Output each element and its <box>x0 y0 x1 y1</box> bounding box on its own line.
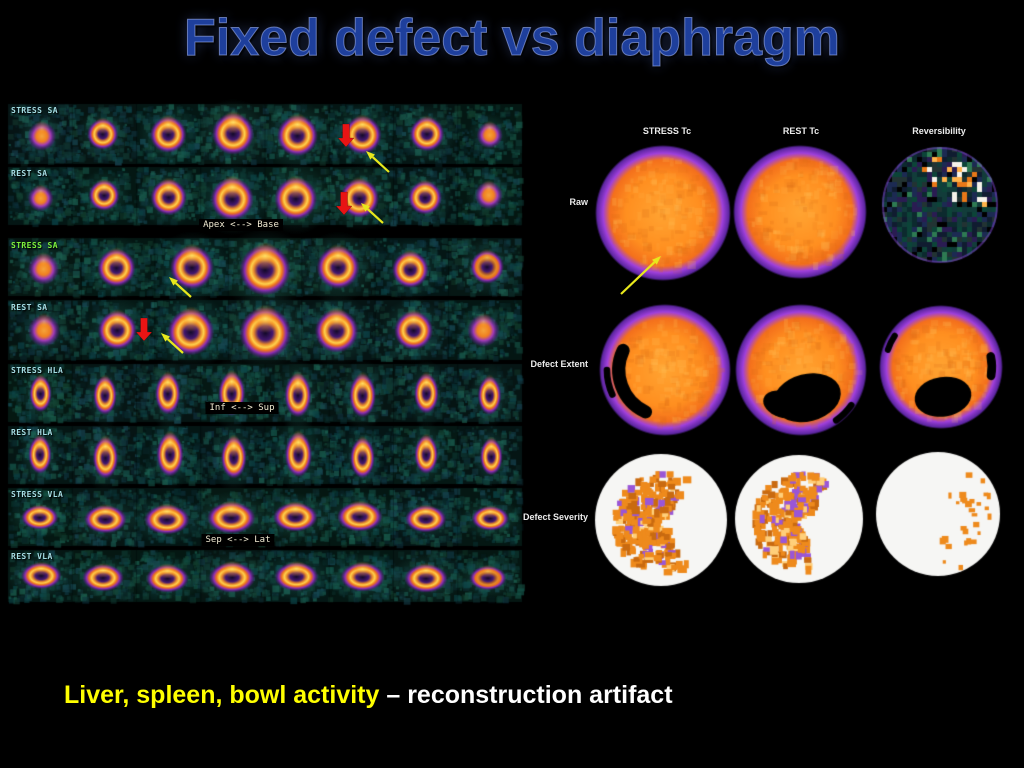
row-label-rest-sa-2: REST SA <box>11 303 48 312</box>
axis-label-apex-base: Apex <--> Base <box>199 219 283 231</box>
column-header-stress-tc: STRESS Tc <box>642 126 692 136</box>
column-header-rest-tc: REST Tc <box>782 126 820 136</box>
column-header-reversibility: Reversibility <box>912 126 966 136</box>
row-label-stress-hla: STRESS HLA <box>11 366 64 375</box>
slide-title: Fixed defect vs diaphragm <box>184 9 841 68</box>
axis-label-inf-sup: Inf <--> Sup <box>205 402 279 414</box>
row-label-defect-extent: Defect Extent <box>530 359 588 369</box>
row-label-stress-sa-2: STRESS SA <box>11 241 58 250</box>
caption-highlight: Liver, spleen, bowl activity <box>64 681 380 709</box>
row-label-stress-vla: STRESS VLA <box>11 490 64 499</box>
row-label-stress-sa-1: STRESS SA <box>11 106 58 115</box>
row-label-raw: Raw <box>569 197 588 207</box>
row-label-defect-severity: Defect Severity <box>522 512 588 522</box>
row-label-rest-sa-1: REST SA <box>11 169 48 178</box>
caption: Liver, spleen, bowl activity – reconstru… <box>64 681 673 710</box>
row-label-rest-vla: REST VLA <box>11 552 53 561</box>
caption-rest: – reconstruction artifact <box>379 681 673 709</box>
axis-label-sep-lat: Sep <--> Lat <box>201 534 275 546</box>
row-label-rest-hla: REST HLA <box>11 428 53 437</box>
